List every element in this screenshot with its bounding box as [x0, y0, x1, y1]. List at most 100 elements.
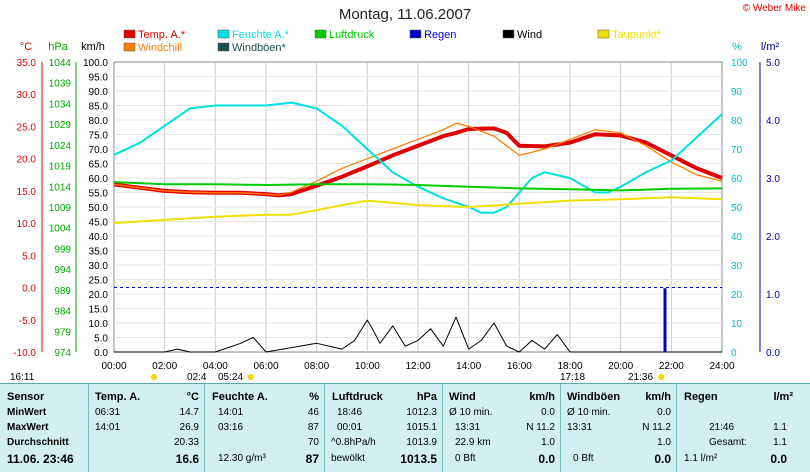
legend-label: Luftdruck: [329, 29, 375, 41]
legend-label: Regen: [424, 29, 456, 41]
wind-tick-label: 95.0: [89, 73, 109, 84]
left-time-label: 16:11: [10, 372, 35, 383]
humidity-absolute: 12.30 g/m³: [218, 453, 266, 464]
time-tick-label: 12:00: [405, 361, 430, 372]
temp-min-value: 14.7: [179, 407, 199, 418]
humidity-axis-unit: %: [732, 41, 742, 53]
rain-header: Regen: [684, 391, 718, 403]
humidity-max-value: 87: [307, 422, 319, 433]
wind-avg-value: 0.0: [541, 407, 555, 418]
series-luftdruck: [113, 181, 723, 192]
humidity-tick-label: 30: [731, 261, 743, 272]
pressure-tick-label: 999: [54, 244, 71, 255]
pressure-tick-label: 994: [54, 265, 71, 276]
pressure-min-time: 18:46: [337, 407, 363, 418]
series-wind: [114, 316, 722, 353]
pressure-tick-label: 1024: [49, 141, 72, 152]
rain-time: 21:46: [709, 422, 735, 433]
wind-run: 22.9 km: [455, 437, 491, 448]
rain-total-label: Gesamt:: [709, 437, 747, 448]
humidity-unit: %: [309, 391, 319, 403]
humidity-tick-label: 10: [731, 319, 743, 330]
wind-tick-label: 90.0: [89, 87, 109, 98]
pressure-tick-label: 979: [54, 327, 71, 338]
wind-tick-label: 0.0: [94, 348, 108, 359]
legend-swatch: [123, 42, 136, 52]
humidity-min-time: 14:01: [218, 407, 244, 418]
temp-max-time: 14:01: [95, 422, 121, 433]
wind-tick-label: 50.0: [89, 203, 109, 214]
gusts-bft: 0 Bft: [573, 453, 594, 464]
gusts-avg-label: Ø 10 min.: [567, 407, 611, 418]
humidity-tick-label: 40: [731, 232, 743, 243]
row-label-current: 11.06. 23:46: [7, 452, 74, 466]
humidity-tick-label: 70: [731, 145, 743, 156]
humidity-tick-label: 100: [731, 58, 748, 69]
row-label-avg: Durchschnitt: [7, 437, 69, 448]
wind-tick-label: 65.0: [89, 160, 109, 171]
wind-current-value: 0.0: [538, 452, 555, 466]
wind-tick-label: 25.0: [89, 276, 109, 287]
legend-label: Windchill: [138, 42, 182, 54]
pressure-tick-label: 1039: [49, 79, 72, 90]
temp-axis-unit: °C: [20, 41, 32, 53]
rain-axis-unit: l/m²: [761, 41, 780, 53]
rain-tick-label: 5.0: [766, 58, 780, 69]
temp-tick-label: 30.0: [17, 90, 37, 101]
weather-chart: 35.0 30.0 25.0 20.0 15.0 10.0 5.0 0.0 -5.0 -10.0 1…: [13, 29, 780, 380]
wind-tick-label: 100.0: [83, 58, 108, 69]
pressure-tick-label: 1019: [49, 162, 72, 173]
gusts-mean-value: 1.0: [657, 437, 671, 448]
rain-tick-label: 3.0: [766, 174, 780, 185]
pressure-tick-label: 1014: [49, 182, 72, 193]
pressure-avg-value: 1013.9: [406, 437, 437, 448]
wind-tick-label: 35.0: [89, 247, 109, 258]
humidity-max-time: 03:16: [218, 422, 244, 433]
humidity-tick-label: 50: [731, 203, 743, 214]
pressure-tick-label: 1004: [49, 224, 72, 235]
pressure-tick-label: 974: [54, 348, 71, 359]
humidity-avg-value: 70: [307, 437, 319, 448]
rain-total-note: 1.1 l/m²: [684, 453, 718, 464]
temp-tick-label: 15.0: [17, 187, 37, 198]
time-tick-label: 02:00: [152, 361, 177, 372]
series-feuchte-a: [113, 101, 723, 214]
humidity-tick-label: 90: [731, 87, 743, 98]
humidity-header: Feuchte A.: [212, 391, 268, 403]
wind-tick-label: 10.0: [89, 319, 109, 330]
humidity-tick-label: 60: [731, 174, 743, 185]
wind-avg-label: Ø 10 min.: [449, 407, 493, 418]
pressure-forecast: bewölkt: [331, 453, 365, 464]
sun-marker: [151, 374, 157, 380]
wind-tick-label: 45.0: [89, 218, 109, 229]
wind-tick-label: 5.0: [94, 334, 108, 345]
legend-swatch: [314, 29, 327, 39]
pressure-header: Luftdruck: [332, 391, 383, 403]
wind-tick-label: 15.0: [89, 305, 109, 316]
pressure-tick-label: 984: [54, 307, 71, 318]
row-label-min: MinWert: [7, 407, 47, 418]
pressure-column: Luftdruck hPa 18:46 1012.3 00:01 1015.1 ^0.…: [324, 384, 443, 472]
gusts-header: Windböen: [567, 391, 621, 403]
legend-label: Temp. A.*: [138, 29, 186, 41]
series-taupunkt: [113, 196, 723, 225]
time-tick-label: 04:00: [203, 361, 228, 372]
sensor-header: Sensor: [7, 391, 45, 403]
temp-tick-label: 0.0: [22, 284, 36, 295]
time-tick-label: 14:00: [456, 361, 481, 372]
rain-tick-label: 2.0: [766, 232, 780, 243]
temp-tick-label: 5.0: [22, 251, 36, 262]
wind-tick-label: 75.0: [89, 131, 109, 142]
pressure-min-value: 1012.3: [406, 407, 437, 418]
wind-column: Wind km/h Ø 10 min. 0.0 13:31 N 11.2 22.9 k…: [442, 384, 561, 472]
temp-unit: °C: [186, 391, 199, 403]
wind-header: Wind: [449, 391, 476, 403]
wind-tick-label: 60.0: [89, 174, 109, 185]
legend-swatch: [217, 29, 230, 39]
moonset-label: 02:4: [187, 372, 207, 383]
time-tick-label: 06:00: [253, 361, 278, 372]
time-tick-label: 22:00: [659, 361, 684, 372]
pressure-tick-label: 1034: [49, 99, 72, 110]
wind-axis-unit: km/h: [81, 41, 105, 53]
time-tick-label: 18:00: [557, 361, 582, 372]
